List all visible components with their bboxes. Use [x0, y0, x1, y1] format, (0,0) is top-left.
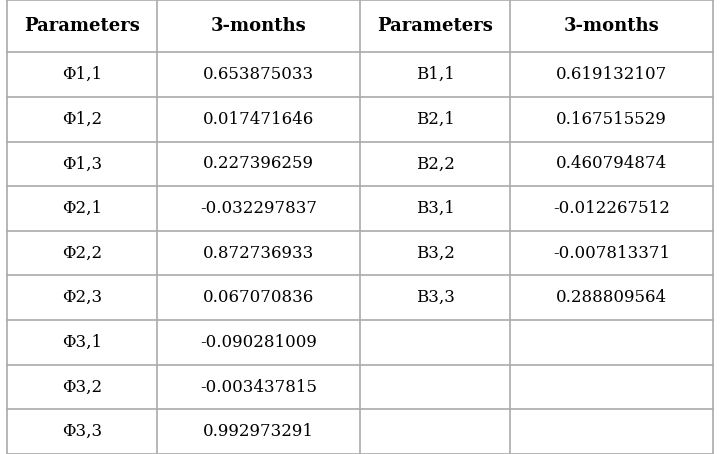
Text: 0.872736933: 0.872736933 [203, 245, 315, 262]
Text: B2,1: B2,1 [415, 111, 454, 128]
Text: Φ3,1: Φ3,1 [62, 334, 102, 351]
Text: Φ3,3: Φ3,3 [62, 423, 102, 440]
Text: -0.003437815: -0.003437815 [200, 379, 318, 395]
Text: Parameters: Parameters [377, 17, 493, 35]
Text: Φ1,2: Φ1,2 [62, 111, 102, 128]
Text: 0.992973291: 0.992973291 [203, 423, 314, 440]
Text: B3,3: B3,3 [415, 289, 454, 306]
Text: B1,1: B1,1 [415, 66, 454, 83]
Text: -0.032297837: -0.032297837 [200, 200, 318, 217]
Text: -0.090281009: -0.090281009 [200, 334, 317, 351]
Text: 0.619132107: 0.619132107 [556, 66, 667, 83]
Text: 3-months: 3-months [564, 17, 660, 35]
Text: Φ2,1: Φ2,1 [62, 200, 102, 217]
Text: -0.007813371: -0.007813371 [553, 245, 670, 262]
Text: 0.167515529: 0.167515529 [556, 111, 667, 128]
Text: 0.653875033: 0.653875033 [203, 66, 314, 83]
Text: B3,2: B3,2 [415, 245, 454, 262]
Text: Φ2,2: Φ2,2 [62, 245, 102, 262]
Text: B2,2: B2,2 [415, 155, 454, 173]
Text: 0.288809564: 0.288809564 [556, 289, 667, 306]
Text: B3,1: B3,1 [415, 200, 454, 217]
Text: -0.012267512: -0.012267512 [553, 200, 670, 217]
Text: Parameters: Parameters [24, 17, 140, 35]
Text: Φ1,1: Φ1,1 [62, 66, 102, 83]
Text: 3-months: 3-months [211, 17, 307, 35]
Text: 0.460794874: 0.460794874 [556, 155, 667, 173]
Text: Φ1,3: Φ1,3 [62, 155, 102, 173]
Text: 0.017471646: 0.017471646 [203, 111, 315, 128]
Text: 0.067070836: 0.067070836 [203, 289, 315, 306]
Text: 0.227396259: 0.227396259 [203, 155, 314, 173]
Text: Φ3,2: Φ3,2 [62, 379, 102, 395]
Text: Φ2,3: Φ2,3 [62, 289, 102, 306]
